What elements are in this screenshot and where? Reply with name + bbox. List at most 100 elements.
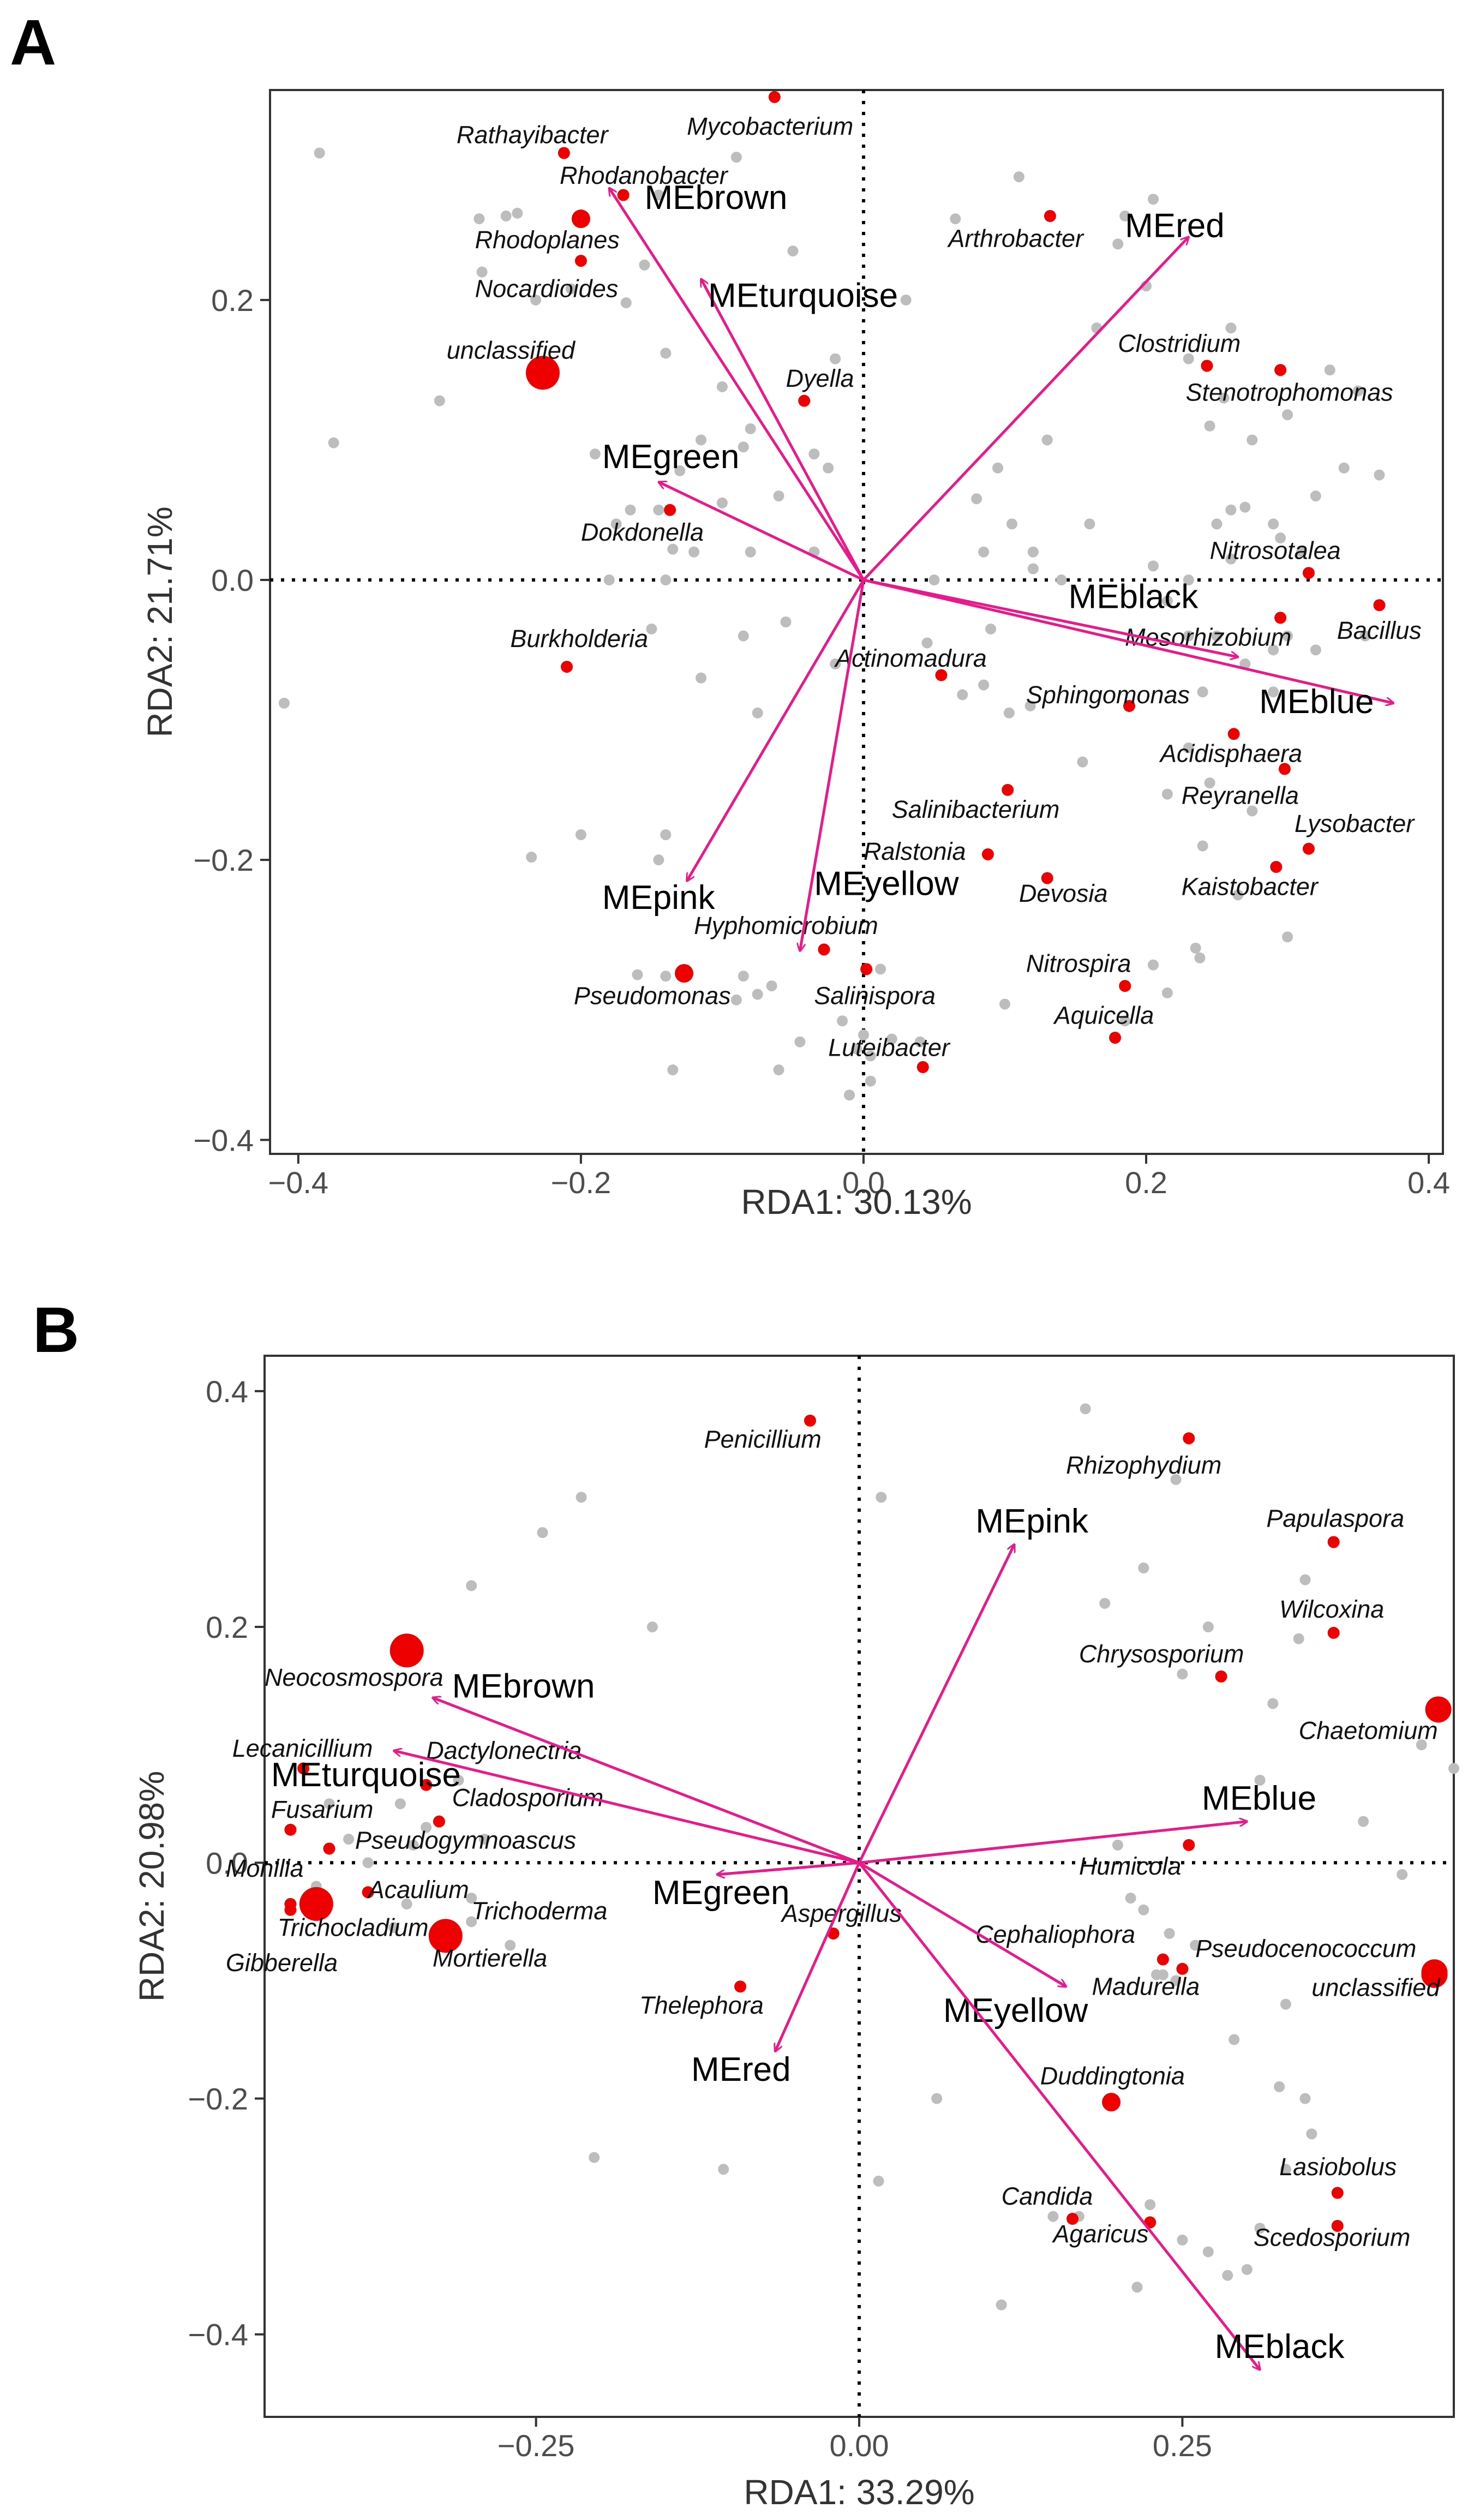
panel-a-sample-point (1204, 777, 1215, 789)
panel-a-taxon-point-mycobacterium (768, 91, 781, 103)
panel-a-sample-point (858, 1029, 869, 1040)
panel-b-taxon-point-papulaspora (1327, 1536, 1340, 1548)
panel-b-sample-point (1202, 1621, 1214, 1633)
panel-a-taxon-point-nitrosotalea (1302, 567, 1315, 579)
panel-b-sample-point (1170, 1975, 1182, 1986)
panel-a-sample-point (625, 504, 636, 516)
panel-a-sample-point (314, 147, 325, 159)
panel-a-sample-point (1282, 931, 1293, 943)
panel-a-sample-point (1197, 686, 1208, 698)
panel-b-sample-point (931, 2093, 943, 2104)
panel-a-sample-point (921, 637, 933, 649)
panel-a-taxon-label-arthrobacter: Arthrobacter (946, 224, 1084, 252)
panel-b-y-axis-title: RDA2: 20.98% (132, 1771, 171, 2002)
panel-b-taxon-point-dactylonectria (420, 1779, 433, 1791)
panel-b-taxon-point-scedosporium (1331, 2219, 1344, 2232)
panel-b-taxon-label-scedosporium: Scedosporium (1254, 2224, 1411, 2252)
panel-b-vector-label-meturquoise: MEturquoise (271, 1756, 461, 1794)
panel-a-x-tick-label: −0.4 (268, 1165, 329, 1200)
panel-b-sample-point (1280, 2164, 1291, 2175)
panel-b-vector-meblue (859, 1822, 1247, 1864)
panel-b-taxon-label-wilcoxina: Wilcoxina (1279, 1595, 1384, 1623)
panel-a-sample-point (328, 437, 339, 448)
panel-a-taxon-label-kaistobacter: Kaistobacter (1182, 872, 1319, 900)
panel-a-sample-point (620, 297, 632, 308)
panel-b-sample-point (1131, 2282, 1143, 2293)
panel-a-y-tick-label: 0.2 (211, 283, 254, 318)
panel-a-sample-point (875, 963, 886, 975)
panel-b-taxon-point-gibberella (284, 1904, 297, 1916)
panel-b-taxon-label-neocosmospora: Neocosmospora (265, 1663, 444, 1691)
panel-a-sample-point (646, 623, 657, 635)
panel-b-sample-point (718, 2164, 729, 2175)
panel-a-x-tick-label: −0.2 (551, 1165, 612, 1200)
panel-b-sample-point (1099, 1597, 1111, 1609)
panel-a-sample-point (1147, 959, 1159, 971)
panel-a-vector-label-meblue: MEblue (1259, 683, 1374, 721)
panel-b-sample-point (876, 1492, 887, 1503)
panel-a-sample-point (603, 574, 615, 586)
panel-a-sample-point (667, 1064, 679, 1076)
panel-a-sample-point (978, 546, 990, 558)
panel-a-sample-point (1310, 644, 1321, 656)
panel-a-sample-point (1077, 756, 1088, 768)
panel-a-sample-point (745, 546, 756, 558)
panel-b-taxon-point-trichocladium (299, 1887, 333, 1921)
panel-a-taxon-point-devosia (1041, 872, 1053, 884)
panel-a-sample-point (830, 353, 841, 364)
panel-b-sample-point (873, 2175, 884, 2187)
panel-a-sample-point (752, 707, 763, 719)
panel-a-sample-point (808, 448, 820, 460)
panel-a-x-tick-label: 0.0 (842, 1165, 885, 1200)
panel-b-taxon-label-fusarium: Fusarium (271, 1795, 374, 1823)
panel-a-sample-point (1183, 742, 1194, 753)
panel-b-taxon-point-unclassified (1421, 1961, 1448, 1988)
panel-b-taxon-point-lecanicillium (297, 1762, 310, 1775)
panel-a-sample-point (752, 989, 763, 1000)
panel-a-sample-point (1247, 434, 1258, 446)
panel-a-sample-point (787, 246, 799, 257)
panel-a-taxon-label-bacillus: Bacillus (1337, 616, 1422, 644)
panel-a-sample-point (476, 266, 488, 278)
panel-a-sample-point (1352, 385, 1364, 397)
panel-a-taxon-point-actinomadura (935, 669, 948, 681)
panel-b-taxon-label-cladosporium: Cladosporium (452, 1784, 604, 1812)
panel-b-sample-point (1299, 1574, 1311, 1585)
panel-b-taxon-label-monilia: Monilia (226, 1854, 304, 1882)
panel-b-vector-label-mepink: MEpink (975, 1503, 1089, 1540)
panel-a-sample-point (1338, 462, 1350, 474)
panel-b-sample-point (1202, 2246, 1214, 2258)
panel-b-vector-label-mebrown: MEbrown (452, 1668, 595, 1705)
panel-b-taxon-point-lasiobolus (1331, 2187, 1344, 2199)
panel-letter-a: A (10, 7, 56, 79)
panel-a-sample-point (1211, 630, 1223, 642)
panel-a-taxon-point-salinispora (860, 963, 873, 975)
panel-a-sample-point (688, 546, 700, 558)
panel-b-taxon-label-pseudogymnoascus: Pseudogymnoascus (355, 1826, 576, 1854)
panel-a-taxon-point-bacillus (1373, 599, 1386, 612)
panel-b-taxon-label-thelephora: Thelephora (639, 1991, 764, 2019)
panel-a-sample-point (632, 969, 643, 980)
panel-b-x-axis-title: RDA1: 33.29% (744, 2473, 974, 2512)
panel-a-sample-point (1027, 546, 1039, 558)
panel-a-taxon-label-actinomadura: Actinomadura (834, 644, 987, 672)
panel-b-x-tick-label: 0.25 (1153, 2428, 1212, 2463)
panel-b-taxon-point-cladosporium (433, 1815, 445, 1828)
panel-b-taxon-point-mortierella (446, 1933, 458, 1946)
panel-b-taxon-label-penicillium: Penicillium (704, 1426, 822, 1453)
panel-b-sample-point (1080, 1403, 1091, 1415)
panel-a-sample-point (985, 623, 997, 635)
panel-b-sample-point (1299, 2093, 1311, 2104)
panel-a-sample-point (696, 672, 707, 684)
panel-b-sample-point (1157, 1969, 1169, 1980)
panel-a-sample-point (639, 259, 650, 271)
panel-b-taxon-label-acaulium: Acaulium (367, 1876, 469, 1904)
panel-a-sample-point (950, 213, 961, 225)
panel-a-sample-point (1194, 952, 1206, 963)
panel-a-vector-mered (862, 237, 1189, 581)
panel-a-sample-point (1161, 595, 1173, 607)
panel-a-vector-label-meyellow: MEyellow (814, 865, 959, 902)
panel-a-taxon-point-stenotrophomonas (1274, 364, 1287, 376)
panel-a-sample-point (730, 152, 742, 163)
